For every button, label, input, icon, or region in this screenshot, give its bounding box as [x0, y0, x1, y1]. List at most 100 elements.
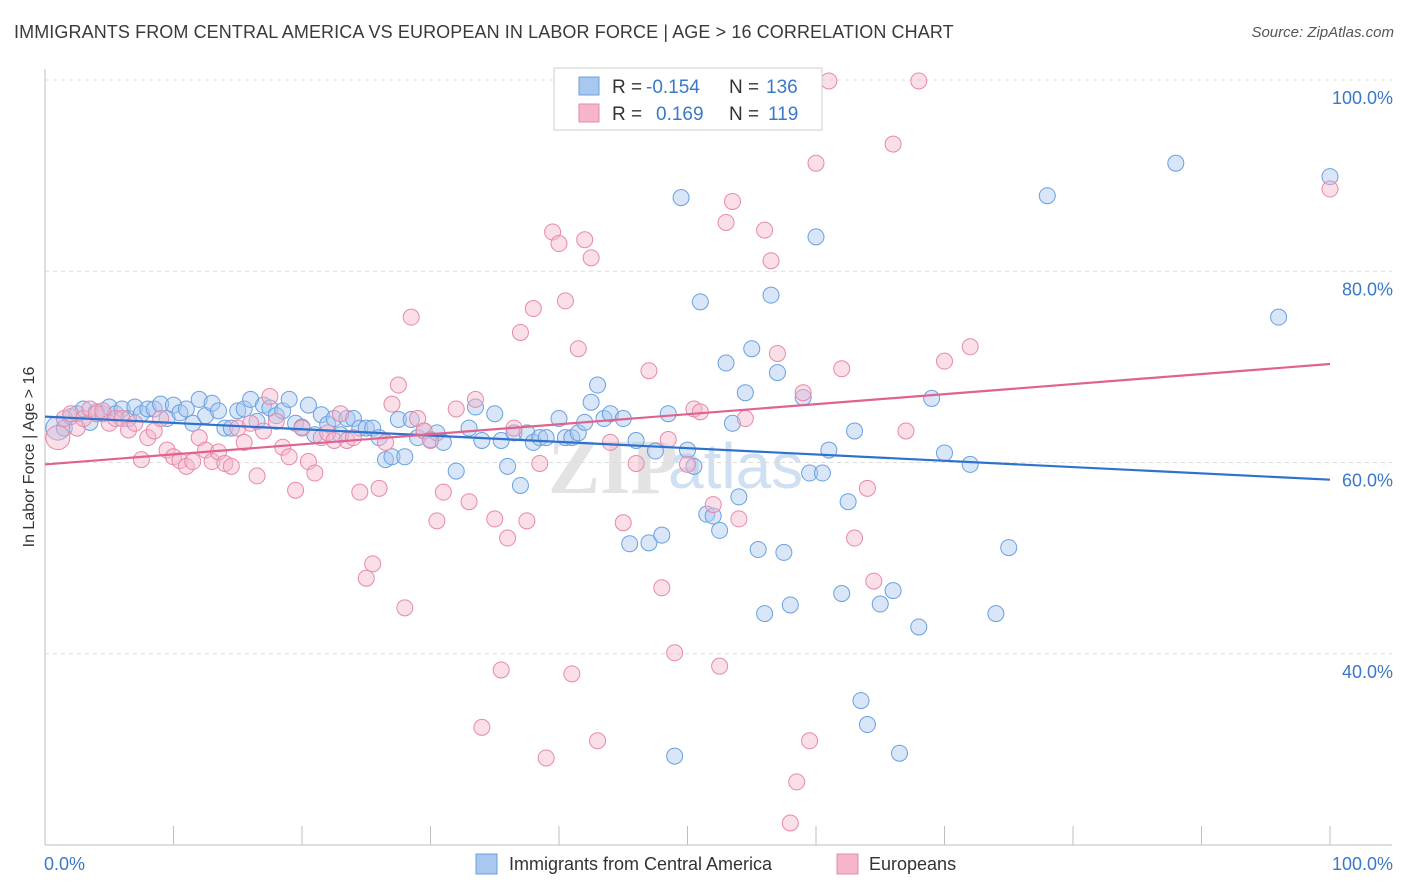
- point-1-31: [248, 467, 266, 485]
- point-1-53: [389, 376, 407, 394]
- point-1-62: [460, 493, 478, 511]
- point-0-101: [736, 384, 754, 402]
- point-1-48: [357, 569, 375, 587]
- point-0-121: [891, 744, 909, 762]
- trend-line-1: [44, 362, 1331, 466]
- point-1-81: [589, 732, 607, 750]
- series-legend-label-central-america: Immigrants from Central America: [509, 854, 773, 874]
- data-points: [45, 72, 1339, 832]
- point-1-9: [107, 410, 125, 428]
- point-0-52: [383, 448, 401, 466]
- point-0-67: [499, 457, 517, 475]
- point-1-66: [492, 661, 510, 679]
- point-1-111: [884, 135, 902, 153]
- point-0-119: [871, 595, 889, 613]
- point-0-27: [222, 419, 240, 437]
- point-1-84: [627, 454, 645, 472]
- point-1-116: [1321, 180, 1339, 198]
- point-1-88: [666, 644, 684, 662]
- y-axis-title: In Labor Force | Age > 16: [21, 367, 38, 548]
- point-1-104: [801, 732, 819, 750]
- point-0-91: [672, 189, 690, 207]
- point-0-108: [781, 596, 799, 614]
- point-0-105: [762, 286, 780, 304]
- y-tick-label-2: 60.0%: [1342, 471, 1393, 491]
- point-0-102: [743, 340, 761, 358]
- legend-n-label-1: N =: [729, 77, 759, 98]
- point-0-55: [402, 410, 420, 428]
- point-0-130: [1270, 308, 1288, 326]
- point-0-73: [537, 429, 555, 447]
- point-1-82: [601, 433, 619, 451]
- point-1-95: [723, 192, 741, 210]
- y-tick-label-0: 100.0%: [1332, 88, 1393, 108]
- point-0-122: [910, 618, 928, 636]
- point-0-111: [807, 228, 825, 246]
- point-1-110: [865, 572, 883, 590]
- point-1-40: [306, 464, 324, 482]
- point-1-28: [229, 419, 247, 437]
- point-0-92: [679, 441, 696, 459]
- point-0-125: [961, 455, 979, 473]
- point-0-62: [460, 419, 478, 437]
- point-0-22: [190, 390, 208, 408]
- point-0-95: [698, 505, 716, 523]
- point-0-54: [396, 448, 414, 466]
- point-1-59: [428, 512, 446, 530]
- point-0-74: [550, 410, 568, 428]
- point-1-14: [139, 429, 157, 447]
- point-0-31: [248, 412, 266, 430]
- point-0-41: [312, 406, 330, 424]
- point-1-19: [171, 452, 189, 470]
- point-1-85: [640, 362, 658, 380]
- point-1-34: [267, 412, 285, 430]
- point-1-61: [447, 400, 465, 418]
- point-1-27: [222, 457, 240, 475]
- point-0-77: [569, 424, 587, 442]
- point-1-79: [576, 231, 594, 249]
- point-1-77: [563, 665, 581, 683]
- point-1-67: [499, 529, 517, 547]
- point-1-101: [781, 814, 799, 832]
- point-0-60: [434, 433, 452, 451]
- point-0-28: [229, 402, 247, 420]
- point-1-64: [473, 718, 491, 736]
- point-0-123: [923, 389, 941, 407]
- series-legend-swatch-europeans: [836, 853, 859, 875]
- legend-r-value-1: -0.154: [646, 77, 700, 98]
- point-1-93: [711, 657, 729, 675]
- point-0-129: [1167, 154, 1185, 172]
- point-1-73: [537, 749, 555, 767]
- point-0-64: [473, 432, 491, 450]
- point-0-128: [1038, 187, 1056, 205]
- point-0-116: [846, 422, 864, 440]
- point-1-86: [653, 579, 671, 597]
- point-0-14: [139, 400, 157, 418]
- point-1-94: [717, 213, 735, 231]
- point-0-69: [511, 476, 529, 494]
- trend-lines: [44, 362, 1331, 481]
- point-1-87: [659, 431, 677, 449]
- point-1-113: [910, 72, 928, 90]
- point-0-94: [691, 293, 709, 311]
- legend-n-value-1: 136: [766, 77, 798, 98]
- point-0-103: [749, 541, 767, 559]
- point-1-36: [280, 448, 298, 466]
- point-0-97: [711, 521, 729, 539]
- series-0: [45, 154, 1339, 765]
- y-tick-label-1: 80.0%: [1342, 279, 1393, 299]
- point-0-127: [1000, 539, 1018, 557]
- point-1-75: [550, 235, 568, 253]
- series-1: [45, 72, 1339, 832]
- point-1-69: [511, 323, 529, 341]
- series-legend-swatch-central-america: [475, 853, 498, 875]
- correlation-legend: R = -0.154 N = 136 R = 0.169 N = 119: [553, 67, 823, 131]
- point-1-33: [261, 388, 279, 406]
- point-0-86: [640, 534, 658, 552]
- point-1-24: [203, 453, 221, 471]
- watermark-zip: ZIP: [548, 423, 678, 510]
- point-1-47: [351, 483, 369, 501]
- legend-n-label-2: N =: [729, 104, 759, 125]
- point-0-26: [216, 419, 234, 437]
- point-1-60: [434, 483, 452, 501]
